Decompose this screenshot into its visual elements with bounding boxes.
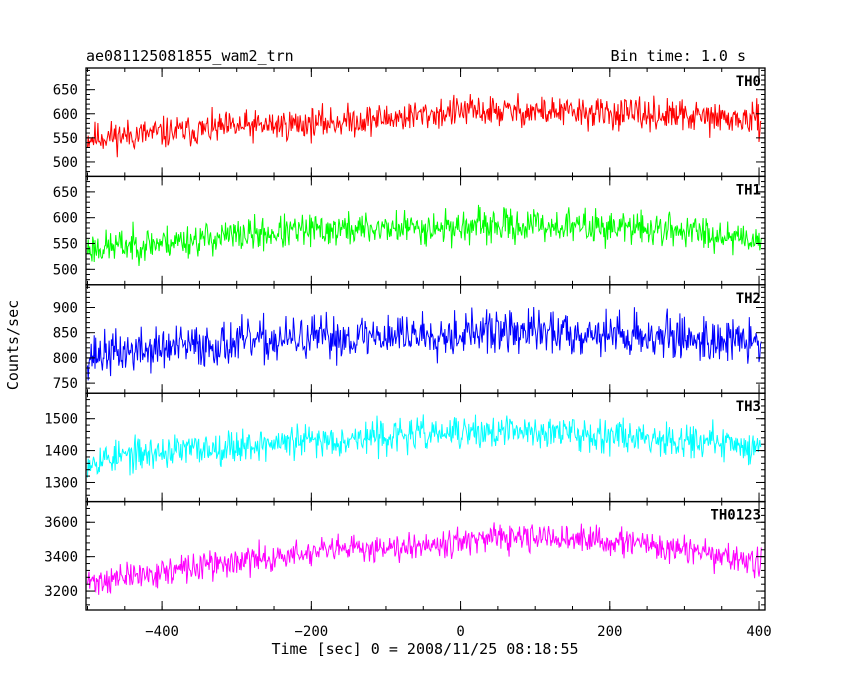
bin-time-label: Bin time: 1.0 s — [611, 47, 746, 65]
panel-label-th3: TH3 — [736, 399, 761, 415]
panel-label-th2: TH2 — [736, 291, 761, 307]
y-tick-label: 500 — [53, 262, 78, 278]
panel-frame-th0123 — [85, 500, 766, 611]
x-axis-label: Time [sec] 0 = 2008/11/25 08:18:55 — [271, 640, 578, 658]
series-line-th2 — [87, 306, 762, 381]
panels-group: 500 550 600 650 TH0 500 550 600 650 TH1 750 800 850 9… — [44, 67, 772, 640]
series-line-th0123 — [87, 522, 762, 595]
y-tick-label: 650 — [53, 83, 78, 99]
y-axis-label: Counts/sec — [4, 300, 22, 390]
y-tick-label: 600 — [53, 211, 78, 227]
x-tick-label: −400 — [145, 624, 179, 640]
y-tick-label: 3400 — [44, 550, 78, 566]
y-tick-label: 800 — [53, 351, 78, 367]
y-tick-label: 600 — [53, 107, 78, 123]
series-line-th0 — [87, 93, 762, 158]
x-tick-label: 400 — [746, 624, 771, 640]
chart-title: ae081125081855_wam2_trn — [86, 47, 294, 65]
y-tick-label: 750 — [53, 376, 78, 392]
y-tick-label: 1300 — [44, 475, 78, 491]
x-tick-label: 0 — [456, 624, 464, 640]
y-tick-label: 650 — [53, 185, 78, 201]
x-tick-label: 200 — [597, 624, 622, 640]
y-tick-label: 550 — [53, 131, 78, 147]
y-tick-label: 500 — [53, 155, 78, 171]
x-tick-label: −200 — [294, 624, 328, 640]
y-tick-label: 850 — [53, 326, 78, 342]
panel-label-th0123: TH0123 — [710, 508, 761, 524]
y-tick-label: 1400 — [44, 444, 78, 460]
y-tick-label: 3200 — [44, 584, 78, 600]
y-tick-label: 3600 — [44, 515, 78, 531]
series-line-th3 — [87, 414, 762, 478]
y-tick-label: 900 — [53, 300, 78, 316]
y-tick-label: 550 — [53, 237, 78, 253]
y-tick-label: 1500 — [44, 412, 78, 428]
panel-label-th0: TH0 — [736, 74, 761, 90]
panel-label-th1: TH1 — [736, 182, 761, 198]
series-line-th1 — [87, 204, 762, 267]
